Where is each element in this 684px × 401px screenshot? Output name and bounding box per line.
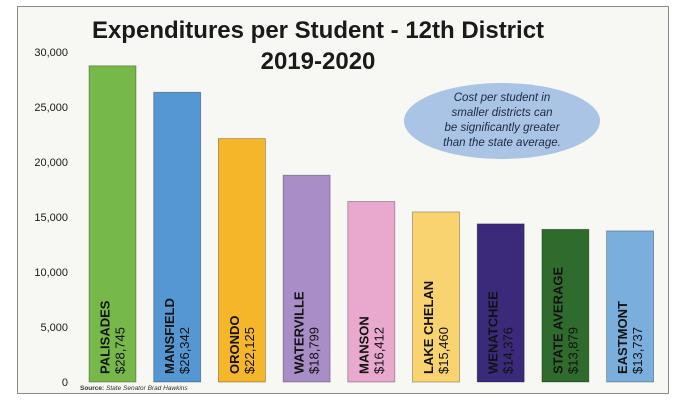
bar-lake-chelan: LAKE CHELAN $15,460 <box>412 211 460 383</box>
callout-line-4: than the state average. <box>443 137 561 149</box>
y-tick-label: 15,000 <box>34 212 68 224</box>
y-tick-label: 20,000 <box>34 157 68 169</box>
bar-rect <box>282 174 331 383</box>
bar-value-label: $13,879 <box>565 327 580 374</box>
callout-ellipse <box>404 83 600 159</box>
bar-value-label: $22,125 <box>242 327 257 374</box>
bar-rect <box>606 230 654 383</box>
callout-line-2: smaller districts can <box>452 107 553 119</box>
bar-value-label: $28,745 <box>113 327 128 374</box>
bar-rect <box>476 223 525 383</box>
bar-rect <box>541 228 590 383</box>
bar-category-label: MANSFIELD <box>162 298 177 374</box>
bar-rect <box>412 211 460 383</box>
chart-title-line1: Expenditures per Student - 12th District <box>92 17 544 44</box>
bar-orondo: ORONDO $22,125 <box>217 138 266 383</box>
bar-category-label: WENATCHEE <box>486 291 501 374</box>
bar-mansfield: MANSFIELD $26,342 <box>153 91 202 383</box>
callout-line-3: be significantly greater <box>444 122 560 134</box>
y-axis: 0 5,000 10,000 15,000 20,000 25,000 30,000 <box>34 47 68 389</box>
bar-rect <box>88 65 137 383</box>
source-label: Source: <box>80 385 104 392</box>
bar-category-label: STATE AVERAGE <box>550 267 565 374</box>
y-tick-label: 25,000 <box>34 102 68 114</box>
bar-eastmont: EASTMONT $13,737 <box>606 230 654 383</box>
bar-category-label: PALISADES <box>98 300 113 374</box>
bar-value-label: $13,737 <box>630 327 645 374</box>
bar-value-label: $18,799 <box>307 327 322 374</box>
bar-category-label: WATERVILLE <box>292 291 307 374</box>
bar-category-label: ORONDO <box>227 316 242 375</box>
callout-line-1: Cost per student in <box>454 92 551 104</box>
bar-value-label: $15,460 <box>436 327 451 374</box>
y-tick-label: 30,000 <box>34 47 68 59</box>
y-tick-label: 0 <box>62 377 68 389</box>
bar-value-label: $16,412 <box>371 327 386 374</box>
bar-category-label: MANSON <box>356 316 371 374</box>
bar-category-label: LAKE CHELAN <box>421 281 436 374</box>
source-note: Source: State Senator Brad Hawkins <box>80 385 188 392</box>
bar-state-average: STATE AVERAGE $13,879 <box>541 228 590 383</box>
chart-title-line2: 2019-2020 <box>261 48 376 75</box>
bar-rect <box>217 138 266 383</box>
bar-rect <box>153 91 202 383</box>
source-text: State Senator Brad Hawkins <box>106 385 188 392</box>
y-tick-label: 5,000 <box>40 322 68 334</box>
bar-wenatchee: WENATCHEE $14,376 <box>476 223 525 383</box>
y-tick-label: 10,000 <box>34 267 68 279</box>
bar-waterville: WATERVILLE $18,799 <box>282 174 331 383</box>
bar-rect <box>347 201 396 383</box>
bar-palisades: PALISADES $28,745 <box>88 65 137 383</box>
callout: Cost per student in smaller districts ca… <box>404 83 600 159</box>
bar-category-label: EASTMONT <box>615 301 630 374</box>
bar-value-label: $14,376 <box>501 327 516 374</box>
bars-group: PALISADES $28,745 MANSFIELD $26,342 ORONDO $2… <box>88 65 654 383</box>
bar-manson: MANSON $16,412 <box>347 201 396 383</box>
bar-value-label: $26,342 <box>177 327 192 374</box>
